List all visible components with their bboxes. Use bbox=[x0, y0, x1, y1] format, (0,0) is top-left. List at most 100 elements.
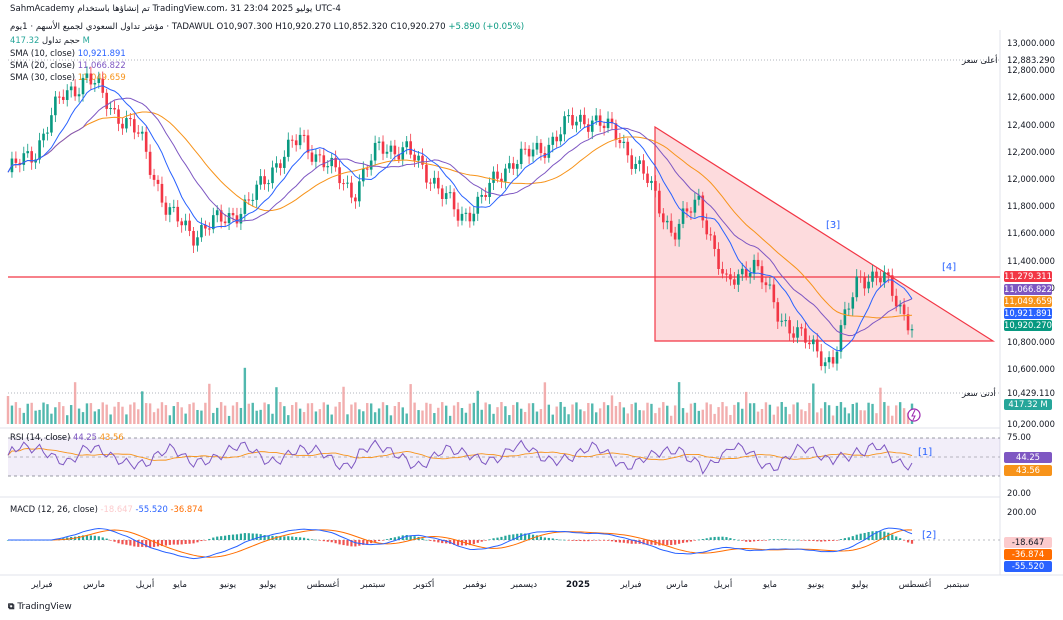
volume-bar bbox=[666, 405, 669, 424]
volume-bar bbox=[768, 404, 772, 424]
low-label: أدنى سعر bbox=[962, 388, 996, 398]
volume-bar bbox=[287, 415, 290, 424]
descending-triangle bbox=[654, 125, 996, 342]
macd-hist-bar bbox=[563, 539, 566, 541]
volume-bar bbox=[867, 402, 870, 424]
candle-body bbox=[804, 328, 807, 343]
macd-hist-bar bbox=[721, 536, 724, 540]
price-tick-3: 12,400.000 bbox=[1007, 119, 1055, 130]
macd-hist-bar bbox=[737, 539, 740, 541]
volume-bar bbox=[705, 402, 708, 424]
candle-body bbox=[602, 125, 606, 129]
candle-body bbox=[310, 152, 314, 162]
volume-bar bbox=[6, 396, 10, 424]
volume-bar bbox=[294, 402, 298, 424]
volume-bar bbox=[887, 405, 890, 424]
macd-hist-bar bbox=[492, 538, 495, 540]
candle-body bbox=[180, 221, 183, 226]
candle-body bbox=[796, 327, 799, 338]
volume-bar bbox=[591, 403, 594, 424]
candle-body bbox=[472, 213, 476, 222]
volume-bar bbox=[393, 406, 397, 424]
candle-body bbox=[827, 357, 831, 363]
macd-hist-bar bbox=[591, 540, 594, 541]
macd-hist-bar bbox=[295, 537, 298, 540]
volume-bar bbox=[748, 403, 752, 424]
macd-hist-bar bbox=[599, 540, 602, 541]
candle-body bbox=[73, 86, 77, 97]
candle-body bbox=[539, 142, 543, 154]
candle-body bbox=[847, 308, 851, 310]
volume-bar bbox=[243, 367, 247, 424]
macd-hist-bar bbox=[488, 539, 491, 540]
macd-hist-bar bbox=[243, 533, 246, 540]
macd-hist-bar bbox=[824, 540, 827, 542]
volume-bar bbox=[85, 403, 89, 424]
ohlc-close: C10,920.270 bbox=[390, 22, 446, 32]
candle-body bbox=[385, 151, 389, 154]
candle-body bbox=[69, 86, 73, 91]
macd-hist-bar bbox=[149, 540, 152, 548]
macd-hist-bar bbox=[614, 540, 618, 543]
candle-body bbox=[38, 140, 41, 160]
volume-bar bbox=[330, 414, 333, 424]
candle-body bbox=[808, 342, 811, 345]
volume-bar bbox=[409, 384, 412, 424]
macd-hist-bar bbox=[899, 538, 902, 540]
macd-hist-bar bbox=[634, 540, 637, 544]
candle-body bbox=[381, 141, 385, 154]
candle-body bbox=[133, 119, 136, 133]
candle-body bbox=[227, 213, 231, 224]
volume-bar bbox=[46, 404, 49, 424]
volume-bar bbox=[519, 408, 523, 424]
candle-body bbox=[152, 174, 156, 180]
volume-bar bbox=[512, 404, 515, 424]
volume-bar bbox=[216, 407, 219, 424]
macd-hist-bar bbox=[247, 533, 250, 540]
volume-bar bbox=[614, 405, 618, 424]
candle-body bbox=[369, 160, 373, 170]
candle-body bbox=[219, 210, 223, 222]
macd-hist-bar bbox=[85, 535, 89, 540]
candle-body bbox=[551, 136, 555, 145]
sma10-legend: SMA (10, close) 10,921.891 bbox=[10, 48, 126, 58]
macd-hist-bar bbox=[484, 540, 487, 541]
volume-bar bbox=[792, 404, 795, 424]
volume-bar bbox=[50, 413, 53, 424]
candle-body bbox=[417, 155, 420, 161]
volume-bar bbox=[26, 403, 29, 424]
tradingview-footer: ⧉ TradingView bbox=[8, 602, 72, 612]
volume-bar bbox=[717, 407, 720, 424]
volume-bar bbox=[66, 415, 69, 424]
volume-bar bbox=[816, 412, 819, 424]
volume-bar bbox=[646, 402, 649, 424]
macd-hist-bar bbox=[595, 540, 598, 541]
candle-body bbox=[318, 154, 322, 156]
volume-bar bbox=[433, 413, 436, 424]
volume-bar bbox=[219, 402, 223, 424]
candle-body bbox=[717, 248, 720, 269]
macd-hist-bar bbox=[713, 536, 716, 540]
candle-body bbox=[583, 114, 586, 125]
time-tick-17: يوليو bbox=[851, 580, 869, 590]
volume-bar bbox=[141, 391, 144, 424]
candle-body bbox=[665, 220, 669, 223]
price-tick-2: 12,600.000 bbox=[1007, 92, 1055, 103]
price-tick-0: 13,000.000 bbox=[1007, 38, 1055, 48]
macd-hist-bar bbox=[717, 536, 720, 540]
candle-body bbox=[693, 199, 697, 213]
candle-body bbox=[547, 144, 551, 158]
volume-bar bbox=[516, 402, 519, 424]
volume-bar bbox=[184, 413, 187, 424]
macd-hist-bar bbox=[666, 540, 669, 546]
candle-body bbox=[89, 73, 93, 85]
volume-bar bbox=[342, 386, 345, 424]
volume-bar bbox=[377, 408, 381, 424]
candle-body bbox=[223, 221, 227, 224]
volume-bar bbox=[547, 404, 551, 424]
volume-bar bbox=[543, 382, 547, 424]
candle-body bbox=[705, 220, 709, 235]
volume-bar bbox=[318, 409, 322, 424]
macd-hist-bar bbox=[279, 536, 282, 540]
volume-bar bbox=[681, 408, 685, 424]
